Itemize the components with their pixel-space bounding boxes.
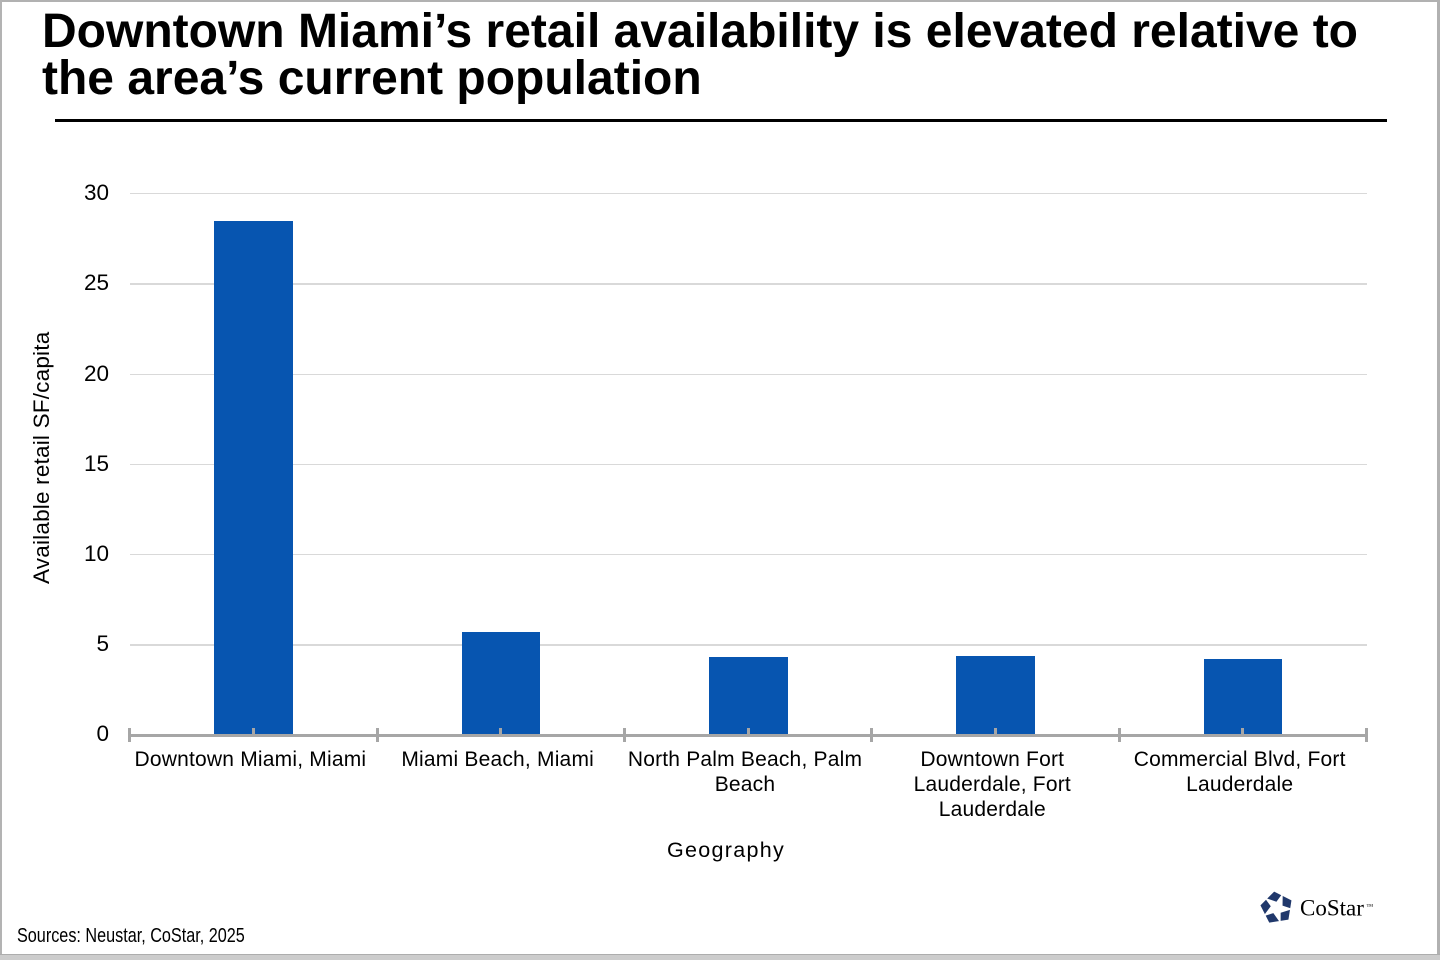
- svg-text:™: ™: [1366, 903, 1373, 911]
- svg-text:CoStar: CoStar: [1300, 896, 1364, 921]
